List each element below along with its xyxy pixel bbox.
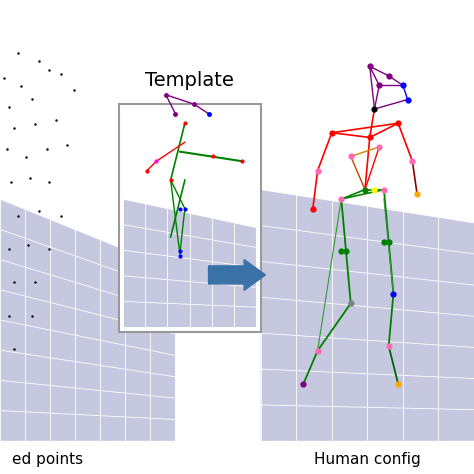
- Polygon shape: [123, 199, 256, 327]
- Text: Template: Template: [145, 71, 234, 90]
- FancyBboxPatch shape: [118, 104, 261, 332]
- Text: ed points: ed points: [12, 452, 83, 467]
- Polygon shape: [261, 190, 474, 441]
- Polygon shape: [0, 199, 175, 441]
- FancyArrow shape: [209, 260, 265, 290]
- Text: Human config: Human config: [314, 452, 421, 467]
